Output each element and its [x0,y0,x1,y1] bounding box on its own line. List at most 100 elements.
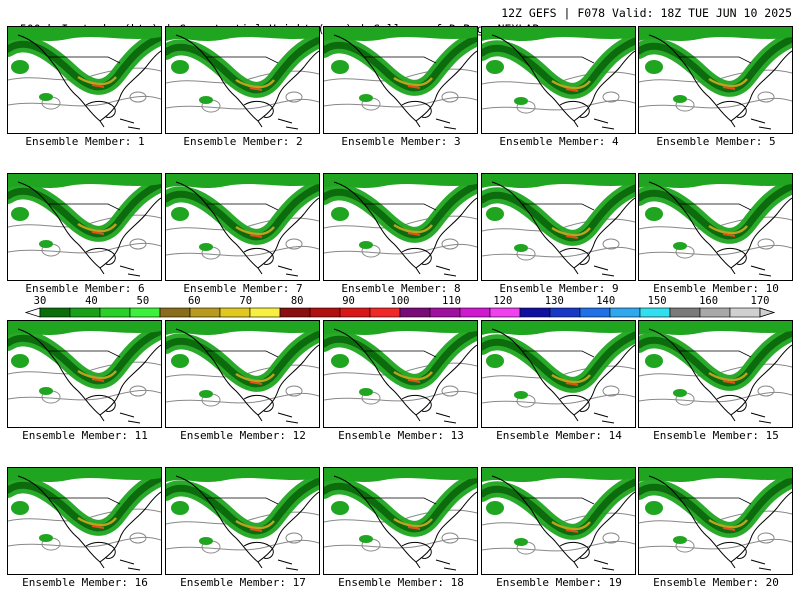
isotach-core [235,78,275,89]
ensemble-member-label: Ensemble Member: 14 [496,429,622,442]
coastline [175,475,319,569]
height-contour [166,539,319,551]
height-contour [639,97,792,109]
isotach-max [565,382,579,386]
isotach-core [393,517,433,528]
height-contour [285,385,303,397]
ensemble-map [324,174,477,277]
colorbar-tick-label: 40 [85,295,98,307]
country-border [522,350,595,358]
isotach-band [39,240,53,248]
coastline [277,412,299,424]
ensemble-map [8,174,161,277]
ensemble-member-label: Ensemble Member: 15 [653,429,779,442]
isotach-core [77,75,117,86]
isotach-band [486,207,504,221]
height-contour [285,238,303,250]
isotach-max [91,378,105,382]
coastline [593,265,615,277]
height-contour [441,238,459,250]
country-border [48,56,121,64]
isotach-band [8,321,161,335]
height-contour [602,91,620,103]
ensemble-map-panel [7,467,162,575]
isotach-band [11,354,29,368]
height-contour [639,244,792,256]
ensemble-map-panel [7,320,162,428]
height-contour [602,238,620,250]
country-border [48,350,121,358]
isotach-band [645,207,663,221]
coastline [401,247,432,265]
ensemble-map [324,468,477,571]
colorbar-swatch [639,307,671,318]
coastline [491,475,635,569]
isotach-band [39,93,53,101]
colorbar-swatch [219,307,251,318]
ensemble-member-label: Ensemble Member: 11 [22,429,148,442]
isotach-core [235,519,275,530]
isotach-band [199,243,213,251]
coastline [243,394,274,412]
coastline [559,100,590,118]
colorbar-swatch [39,307,71,318]
isotach-band [645,60,663,74]
isotach-band [199,537,213,545]
colorbar-swatch [189,307,221,318]
isotach-band [639,321,792,335]
country-border [206,497,279,505]
height-contour [129,91,147,103]
coastline [175,34,319,128]
ensemble-member-label: Ensemble Member: 2 [183,135,303,148]
colorbar-swatch [129,307,161,318]
ensemble-map [482,468,635,571]
coastline [491,328,635,422]
ensemble-member-label: Ensemble Member: 5 [656,135,776,148]
isotach-band [673,95,687,103]
isotach-max [565,235,579,239]
ensemble-member-label: Ensemble Member: 3 [341,135,461,148]
coastline [175,181,319,275]
ensemble-map-panel [638,467,793,575]
ensemble-map-panel [323,26,478,134]
colorbar-swatch [699,307,731,318]
ensemble-member-label: Ensemble Member: 7 [183,282,303,295]
ensemble-map [324,321,477,424]
ensemble-member-label: Ensemble Member: 20 [653,576,779,589]
colorbar-swatch [399,307,431,318]
colorbar-arrow-right [759,307,776,318]
coastline [401,541,432,559]
ensemble-member-label: Ensemble Member: 6 [25,282,145,295]
height-contour [129,532,147,544]
isotach-max [91,231,105,235]
ensemble-map-panel [165,467,320,575]
isotach-band [639,174,792,188]
country-border [522,497,595,505]
colorbar-swatch [669,307,701,318]
colorbar-swatches [24,307,776,318]
isotach-core [235,225,275,236]
colorbar-labels: 30 40 50 60 70 80 90 100 110 120 130 140 150 160 170 [0,296,800,307]
isotach-band [39,387,53,395]
coastline [243,247,274,265]
ensemble-map-panel [323,467,478,575]
ensemble-map-panel [481,173,636,281]
isotach-band [166,321,319,335]
height-contour [8,389,161,401]
isotach-band [166,174,319,188]
ensemble-member-label: Ensemble Member: 16 [22,576,148,589]
ensemble-map-panel [7,173,162,281]
isotach-core [708,371,748,382]
coastline [648,475,792,569]
colorbar-swatch [69,307,101,318]
ensemble-map-panel [481,467,636,575]
isotach-band [39,534,53,542]
country-border [364,497,437,505]
height-contour [482,246,635,258]
height-contour [129,238,147,250]
coastline [85,394,116,412]
isotach-band [324,468,477,482]
isotach-core [77,516,117,527]
coastline [435,265,457,277]
coastline [716,100,747,118]
